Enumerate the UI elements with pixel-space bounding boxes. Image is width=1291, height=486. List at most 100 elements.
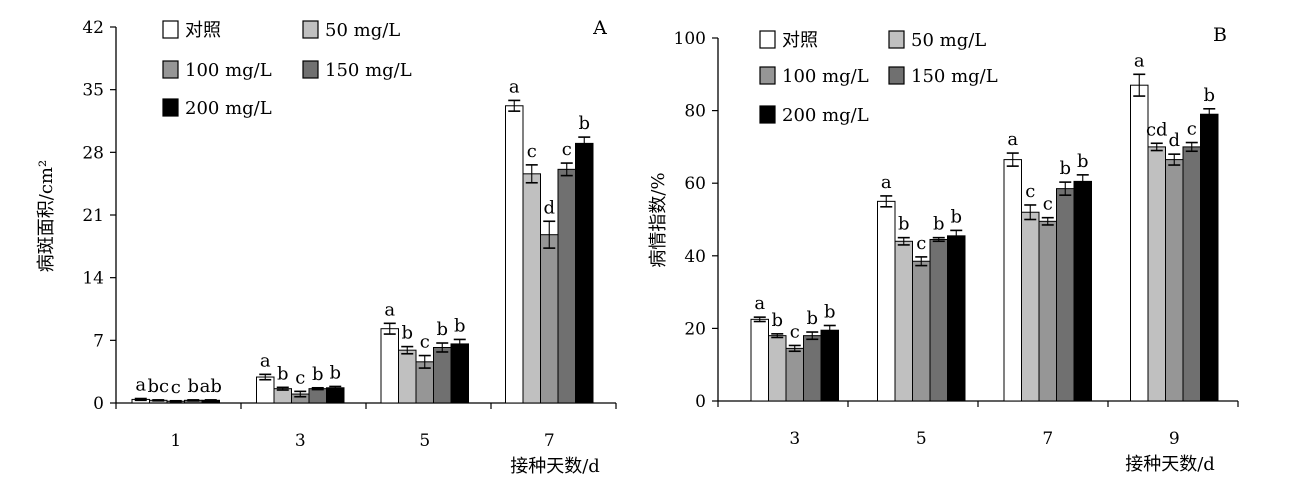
significance-label: c [916, 233, 926, 254]
bar [768, 335, 787, 402]
bar [1038, 220, 1057, 402]
significance-label: d [543, 197, 555, 218]
y-tick-label: 42 [82, 18, 104, 38]
x-tick-label: 7 [1042, 429, 1053, 449]
significance-label: ab [200, 376, 222, 397]
significance-label: b [950, 206, 962, 227]
x-axis-title: 接种天数/d [1125, 454, 1215, 475]
x-tick-label: 1 [170, 431, 181, 451]
significance-label: c [295, 367, 305, 388]
legend-label: 200 mg/L [185, 98, 272, 119]
bar [929, 238, 948, 402]
significance-label: a [1007, 129, 1018, 150]
x-tick-label: 5 [419, 431, 430, 451]
bar [1182, 146, 1201, 402]
y-tick-label: 60 [684, 174, 706, 194]
significance-label: cd [1146, 119, 1168, 140]
significance-label: b [454, 315, 466, 336]
bar [894, 240, 913, 402]
legend-swatch [162, 60, 179, 79]
legend-swatch [888, 30, 905, 49]
significance-label: b [824, 301, 836, 322]
legend-label: 100 mg/L [782, 66, 869, 87]
significance-label: a [384, 299, 395, 320]
legend-label: 150 mg/L [911, 66, 998, 87]
significance-label: a [509, 76, 520, 97]
significance-label: b [329, 362, 341, 383]
significance-label: c [1187, 119, 1197, 140]
legend-label: 50 mg/L [911, 30, 986, 51]
bar [1147, 146, 1166, 402]
significance-label: c [790, 321, 800, 342]
panel-tag: A [592, 17, 607, 39]
legend-swatch [302, 20, 319, 39]
panel-tag: B [1213, 24, 1227, 46]
bar [1073, 180, 1092, 402]
significance-label: b [401, 323, 413, 344]
significance-label: c [1043, 194, 1053, 215]
bar [1056, 188, 1075, 402]
significance-label: b [1059, 158, 1071, 179]
y-tick-label: 80 [684, 102, 706, 122]
y-tick-label: 28 [82, 143, 104, 163]
y-tick-label: 35 [82, 81, 104, 101]
bar [785, 347, 804, 402]
bar [505, 105, 524, 404]
bar [308, 388, 327, 404]
bar [1003, 159, 1022, 402]
bar [947, 235, 966, 402]
significance-label: b [436, 319, 448, 340]
x-tick-label: 3 [789, 429, 800, 449]
legend-swatch [759, 30, 776, 49]
bar [540, 234, 559, 404]
significance-label: b [933, 214, 945, 235]
significance-label: c [420, 332, 430, 353]
significance-label: a [1134, 50, 1145, 71]
bar [1165, 159, 1184, 402]
y-axis-title: 病斑面积/cm² [36, 160, 57, 272]
significance-label: c [171, 377, 181, 398]
y-tick-label: 20 [684, 319, 706, 339]
legend-label: 150 mg/L [325, 60, 412, 81]
bar [820, 329, 839, 402]
significance-label: c [1025, 181, 1035, 202]
bar [557, 168, 576, 404]
significance-label: a [754, 293, 765, 314]
bar [398, 349, 417, 404]
legend-swatch [302, 60, 319, 79]
legend-label: 200 mg/L [782, 105, 869, 126]
y-tick-label: 40 [684, 247, 706, 267]
legend-swatch [162, 98, 179, 117]
legend-label: 100 mg/L [185, 60, 272, 81]
y-tick-label: 14 [82, 269, 104, 289]
significance-label: d [1168, 130, 1180, 151]
legend-label: 50 mg/L [325, 20, 400, 41]
bar [1200, 113, 1219, 402]
significance-label: b [187, 376, 199, 397]
significance-label: b [1203, 85, 1215, 106]
bar [912, 260, 931, 402]
legend-swatch [759, 105, 776, 124]
bar [803, 335, 822, 402]
significance-label: bc [147, 376, 169, 397]
x-tick-label: 3 [295, 431, 306, 451]
significance-label: b [898, 214, 910, 235]
x-tick-label: 5 [916, 429, 927, 449]
bar [256, 376, 275, 404]
y-tick-label: 100 [674, 29, 706, 49]
legend-label: 对照 [782, 30, 818, 51]
significance-label: b [806, 308, 818, 329]
bar [273, 388, 292, 404]
x-tick-label: 9 [1169, 429, 1180, 449]
x-tick-label: 7 [544, 431, 555, 451]
legend-swatch [162, 20, 179, 39]
significance-label: a [260, 350, 271, 371]
bar [750, 318, 769, 402]
significance-label: b [312, 364, 324, 385]
bar [380, 328, 399, 404]
bar [522, 173, 541, 404]
significance-label: b [771, 310, 783, 331]
bar [877, 200, 896, 402]
